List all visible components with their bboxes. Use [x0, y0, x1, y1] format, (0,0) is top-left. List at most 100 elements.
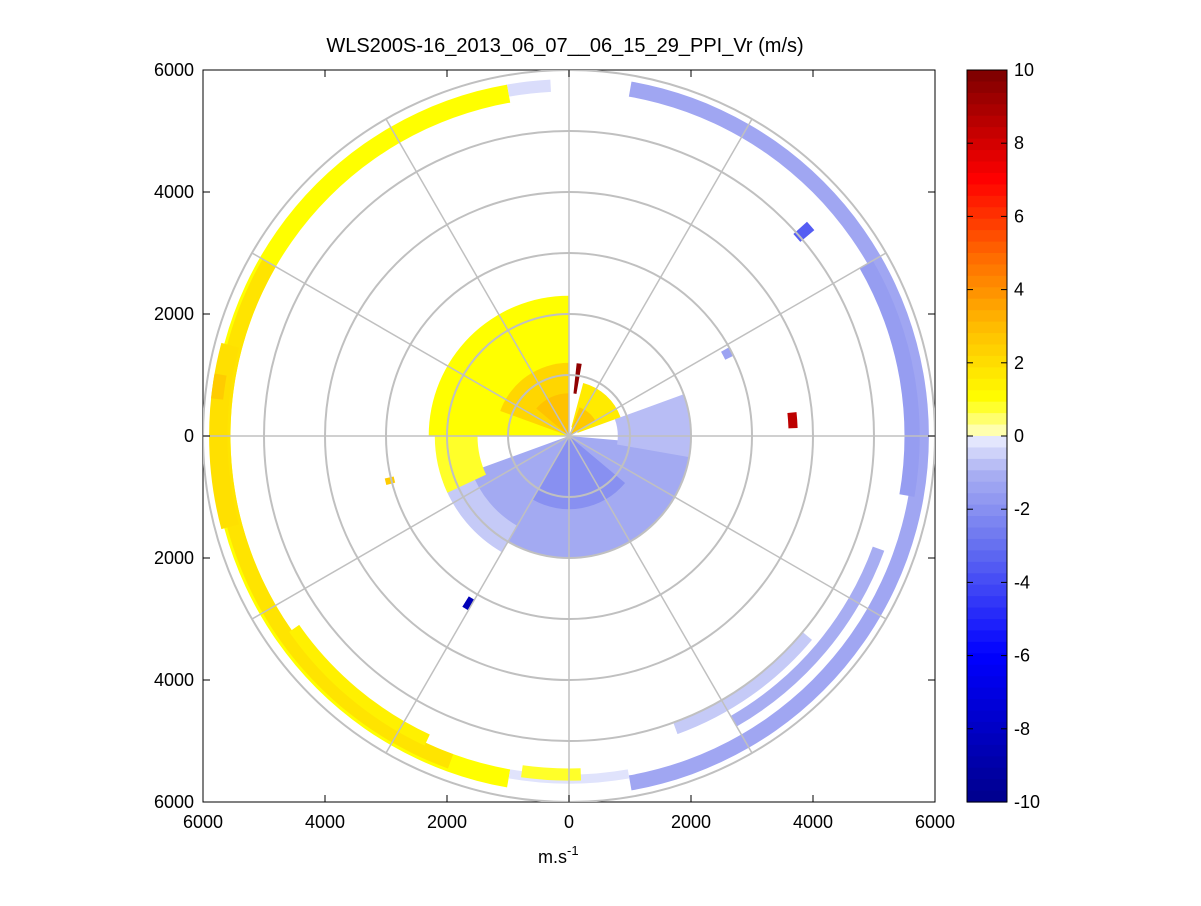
- velocity-segment: [614, 394, 691, 458]
- velocity-segment: [573, 363, 582, 394]
- velocity-segment: [532, 436, 626, 510]
- chart-title: WLS200S-16_2013_06_07__06_15_29_PPI_Vr (…: [326, 35, 803, 57]
- colorbar-band: [967, 733, 1007, 746]
- colorbar-band: [967, 721, 1007, 734]
- colorbar-band: [967, 561, 1007, 574]
- velocity-segment: [787, 412, 798, 429]
- colorbar-band: [967, 710, 1007, 723]
- x-tick-label: 2000: [427, 812, 467, 832]
- colorbar-band: [967, 172, 1007, 185]
- colorbar-tick-label: 10: [1014, 60, 1034, 80]
- azimuth-spoke: [568, 435, 887, 620]
- azimuth-spoke: [568, 252, 887, 437]
- y-tick-label: 2000: [154, 304, 194, 324]
- colorbar-band: [967, 527, 1007, 540]
- x-tick-label: 4000: [793, 812, 833, 832]
- colorbar-tick-label: 8: [1014, 133, 1024, 153]
- colorbar-band: [967, 447, 1007, 460]
- colorbar-band: [967, 253, 1007, 266]
- colorbar-band: [967, 378, 1007, 391]
- colorbar-band: [967, 596, 1007, 609]
- colorbar-band: [967, 70, 1007, 83]
- colorbar-band: [967, 687, 1007, 700]
- colorbar-band: [967, 115, 1007, 128]
- colorbar-band: [967, 344, 1007, 357]
- colorbar-band: [967, 138, 1007, 151]
- colorbar-band: [967, 355, 1007, 368]
- colorbar-band: [967, 367, 1007, 380]
- velocity-segment: [730, 546, 885, 727]
- velocity-segment: [569, 407, 596, 436]
- colorbar-band: [967, 630, 1007, 643]
- velocity-segment: [215, 259, 454, 769]
- velocity-segment: [289, 624, 430, 746]
- azimuth-spoke: [568, 118, 753, 437]
- colorbar-band: [967, 779, 1007, 792]
- colorbar-tick-label: 4: [1014, 280, 1024, 300]
- colorbar-band: [967, 504, 1007, 517]
- azimuth-spoke: [251, 435, 570, 620]
- colorbar-tick-label: 6: [1014, 206, 1024, 226]
- azimuth-spoke: [251, 252, 570, 437]
- colorbar-band: [967, 424, 1007, 437]
- x-axis-label-exponent: -1: [567, 843, 579, 858]
- colorbar-band: [967, 150, 1007, 163]
- colorbar-band: [967, 767, 1007, 780]
- velocity-segment: [521, 765, 582, 781]
- colorbar-band: [967, 275, 1007, 288]
- y-tick-label: 6000: [154, 60, 194, 80]
- colorbar-band: [967, 436, 1007, 449]
- colorbar-band: [967, 699, 1007, 712]
- azimuth-spoke: [568, 435, 753, 754]
- y-tick-label: 4000: [154, 670, 194, 690]
- colorbar-band: [967, 584, 1007, 597]
- colorbar-band: [967, 264, 1007, 277]
- colorbar-band: [967, 321, 1007, 334]
- velocity-segment: [536, 393, 569, 436]
- y-tick-label: 0: [184, 426, 194, 446]
- colorbar-tick-label: -8: [1014, 719, 1030, 739]
- colorbar-band: [967, 458, 1007, 471]
- x-tick-label: 2000: [671, 812, 711, 832]
- x-tick-label: 4000: [305, 812, 345, 832]
- colorbar-band: [967, 573, 1007, 586]
- colorbar-tick-label: -6: [1014, 646, 1030, 666]
- x-tick-label: 6000: [183, 812, 223, 832]
- colorbar-band: [967, 195, 1007, 208]
- y-tick-label: 2000: [154, 548, 194, 568]
- colorbar-tick-label: 2: [1014, 353, 1024, 373]
- colorbar-band: [967, 287, 1007, 300]
- colorbar-band: [967, 744, 1007, 757]
- velocity-segment: [462, 596, 475, 611]
- colorbar-band: [967, 161, 1007, 174]
- colorbar-band: [967, 756, 1007, 769]
- colorbar-band: [967, 218, 1007, 231]
- colorbar: 10 8 6 4 2 0 -2 -4 -6 -8 -10: [966, 60, 1040, 812]
- colorbar-band: [967, 104, 1007, 117]
- colorbar-band: [967, 493, 1007, 506]
- colorbar-band: [967, 516, 1007, 529]
- x-axis-label-base: m.s: [538, 847, 567, 867]
- colorbar-band: [967, 390, 1007, 403]
- x-tick-label: 0: [564, 812, 574, 832]
- colorbar-tick-label: 0: [1014, 426, 1024, 446]
- colorbar-band: [967, 664, 1007, 677]
- colorbar-band: [967, 413, 1007, 426]
- colorbar-tick-label: -2: [1014, 499, 1030, 519]
- colorbar-band: [967, 481, 1007, 494]
- colorbar-band: [967, 127, 1007, 140]
- colorbar-band: [967, 470, 1007, 483]
- colorbar-band: [967, 550, 1007, 563]
- colorbar-band: [967, 607, 1007, 620]
- colorbar-band: [967, 298, 1007, 311]
- y-tick-label: 4000: [154, 182, 194, 202]
- colorbar-band: [967, 401, 1007, 414]
- y-tick-label: 6000: [154, 792, 194, 812]
- velocity-segment: [507, 79, 551, 97]
- colorbar-band: [967, 333, 1007, 346]
- velocity-segment: [859, 260, 920, 497]
- x-tick-label: 6000: [915, 812, 955, 832]
- colorbar-band: [967, 230, 1007, 243]
